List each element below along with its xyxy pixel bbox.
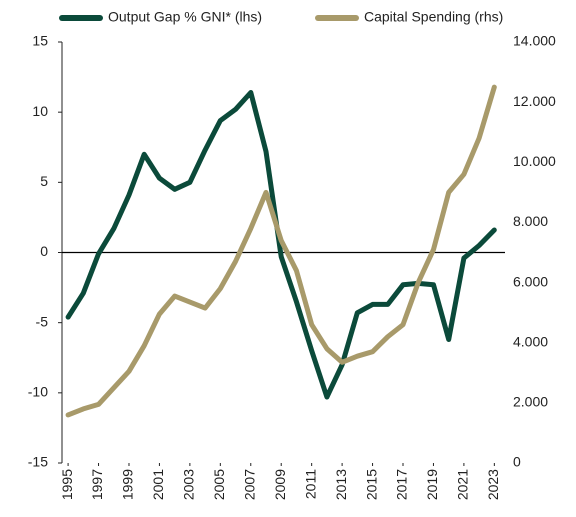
y-tick-label: 5 — [40, 173, 48, 189]
y2-tick-label: 0 — [513, 454, 521, 470]
x-tick-label: 2007 — [241, 469, 257, 500]
y2-tick-label: 6.000 — [513, 273, 548, 289]
x-tick-label: 2003 — [181, 469, 197, 500]
x-tick-label: 2009 — [272, 469, 288, 500]
y2-tick-label: 8.000 — [513, 213, 548, 229]
y2-tick-label: 2.000 — [513, 394, 548, 410]
x-tick-label: 1995 — [59, 469, 75, 500]
x-tick-label: 2001 — [150, 469, 166, 500]
legend-label: Capital Spending (rhs) — [364, 9, 503, 25]
y2-tick-label: 4.000 — [513, 333, 548, 349]
y-tick-label: 15 — [32, 33, 48, 49]
x-tick-label: 2015 — [363, 469, 379, 500]
y-tick-label: 10 — [32, 103, 48, 119]
series-line — [65, 84, 497, 418]
y-tick-label: -15 — [28, 454, 48, 470]
x-tick-label: 2023 — [485, 469, 501, 500]
y2-tick-label: 14.000 — [513, 33, 556, 49]
x-tick-label: 2005 — [211, 469, 227, 500]
y2-tick-label: 12.000 — [513, 93, 556, 109]
legend-label: Output Gap % GNI* (lhs) — [108, 9, 262, 25]
x-tick-label: 1999 — [120, 469, 136, 500]
x-tick-label: 2011 — [302, 469, 318, 499]
x-tick-label: 2013 — [333, 469, 349, 500]
y2-tick-label: 10.000 — [513, 153, 556, 169]
y-tick-label: -5 — [36, 313, 49, 329]
x-tick-label: 2021 — [455, 469, 471, 500]
x-tick-label: 2019 — [424, 469, 440, 500]
x-tick-label: 1997 — [89, 469, 105, 500]
y-tick-label: -10 — [28, 384, 48, 400]
x-tick-label: 2017 — [394, 469, 410, 500]
series-line — [65, 90, 497, 400]
y-tick-label: 0 — [40, 243, 48, 259]
